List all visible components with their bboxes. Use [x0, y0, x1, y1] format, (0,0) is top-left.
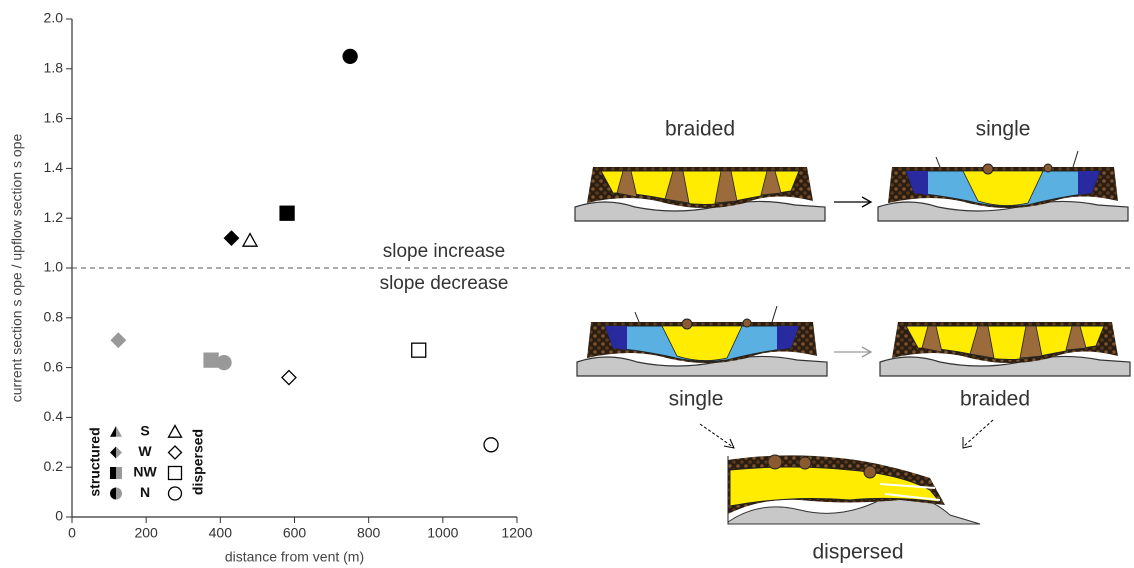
- y-tick-label: 0.6: [44, 358, 64, 374]
- x-tick-label: 200: [134, 525, 158, 541]
- diagram-label: single: [669, 388, 724, 411]
- point: [342, 48, 358, 64]
- single-section: [576, 305, 828, 377]
- diagram-label: dispersed: [812, 541, 903, 564]
- legend-symbol: [116, 467, 122, 479]
- legend-label: W: [138, 443, 152, 459]
- legend-symbol: [167, 465, 183, 481]
- legend-title: structured: [87, 427, 103, 496]
- legend-symbol: [110, 467, 116, 479]
- point: [223, 230, 240, 247]
- y-tick-label: 0.8: [44, 309, 64, 325]
- y-tick-label: 1.8: [44, 60, 64, 76]
- legend-symbol: [167, 486, 183, 501]
- single-section: [877, 150, 1129, 222]
- point: [279, 205, 295, 221]
- dispersed-section: [727, 454, 981, 525]
- legend-symbol: [116, 426, 122, 437]
- point: [216, 354, 232, 371]
- annotation: slope increase: [383, 241, 506, 262]
- dashed-arrow: [962, 419, 994, 449]
- diagram-label: braided: [665, 118, 735, 141]
- annotation: slope decrease: [380, 273, 509, 294]
- legend-symbol: [110, 446, 116, 459]
- x-tick-label: 1000: [427, 525, 458, 541]
- legend-symbol: [116, 446, 122, 459]
- legend-title: dispersed: [190, 429, 206, 495]
- y-tick-label: 0: [55, 508, 63, 524]
- legend-label: NW: [133, 464, 157, 480]
- dashed-arrow: [699, 423, 735, 449]
- x-tick-label: 1200: [501, 525, 532, 541]
- legend: structured dispersed SW NW N: [87, 423, 206, 501]
- x-tick-label: 0: [68, 525, 76, 541]
- diagram-label: braided: [960, 388, 1030, 411]
- y-tick-label: 1.6: [44, 109, 64, 125]
- legend-symbol: [110, 487, 116, 500]
- legend-symbol: [110, 426, 116, 437]
- x-tick-label: 800: [357, 525, 381, 541]
- y-axis-title: current section s ope / upflow section s…: [9, 134, 25, 403]
- legend-symbol: [116, 487, 122, 500]
- point: [203, 352, 219, 368]
- point: [281, 369, 297, 386]
- y-tick-label: 2.0: [44, 10, 64, 26]
- x-axis-title: distance from vent (m): [225, 549, 364, 565]
- legend-label: N: [140, 484, 150, 500]
- legend-symbol: [167, 445, 183, 460]
- braided-section: [879, 321, 1131, 377]
- point: [241, 232, 259, 247]
- y-tick-label: 0.4: [44, 408, 64, 424]
- point: [110, 332, 127, 349]
- scatter-chart: 0 0.2 0.4 0.6 0.8 1.0 1.2 1.4 1.6 1.8 2.0 0 200 400 60…: [9, 10, 1130, 565]
- y-tick-label: 0.2: [44, 458, 64, 474]
- y-tick-label: 1.2: [44, 209, 64, 225]
- legend-symbol: [167, 424, 183, 438]
- y-tick-label: 1.0: [44, 259, 64, 275]
- legend-label: S: [140, 423, 149, 439]
- y-tick-label: 1.4: [44, 159, 64, 175]
- point: [411, 342, 427, 358]
- diagram-label: single: [976, 118, 1031, 141]
- braided-section: [574, 166, 826, 222]
- x-tick-label: 600: [283, 525, 307, 541]
- x-tick-label: 400: [209, 525, 233, 541]
- point: [483, 437, 499, 453]
- arrow: [834, 346, 873, 358]
- arrow: [834, 196, 873, 208]
